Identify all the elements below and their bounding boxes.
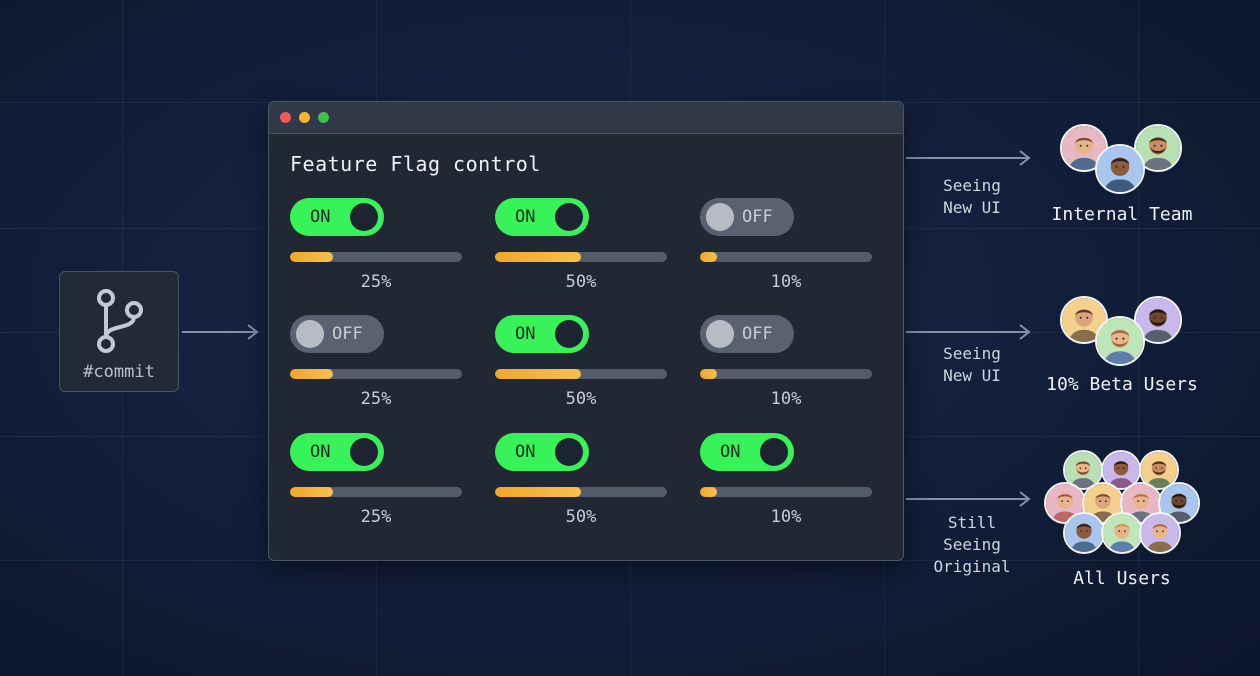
user-avatar [1044, 482, 1086, 524]
rollout-progress-fill [700, 252, 718, 262]
toggle-label: ON [515, 442, 536, 462]
internal-arrow-icon [906, 150, 1031, 166]
flag-cell: OFF 10% [700, 315, 872, 415]
status-line: Original [933, 557, 1011, 576]
toggle-knob [706, 203, 734, 231]
toggle-knob [555, 438, 583, 466]
rollout-progress-fill [290, 369, 333, 379]
group-beta-users: 10% Beta Users [1046, 374, 1198, 395]
user-avatar [1139, 512, 1181, 554]
rollout-percent: 25% [360, 272, 392, 292]
user-avatar [1095, 144, 1145, 194]
feature-flag-window: Feature Flag control ON 25% ON 50% OFF 10% OFF… [268, 101, 904, 561]
status-line: Seeing [943, 344, 1001, 363]
user-avatar [1063, 512, 1105, 554]
flag-toggle[interactable]: ON [495, 433, 589, 471]
status-line: New UI [943, 366, 1001, 385]
rollout-progress-fill [700, 487, 718, 497]
toggle-label: OFF [742, 324, 773, 344]
rollout-percent: 10% [770, 507, 802, 527]
toggle-label: ON [310, 207, 331, 227]
rollout-percent: 10% [770, 389, 802, 409]
rollout-progress-bar [290, 252, 462, 262]
flag-cell: ON 50% [495, 433, 667, 533]
rollout-progress-fill [495, 252, 581, 262]
rollout-progress-fill [495, 369, 581, 379]
status-internal: Seeing New UI [917, 175, 1027, 219]
flag-cell: OFF 25% [290, 315, 462, 415]
beta-arrow-icon [906, 324, 1031, 340]
window-titlebar [269, 102, 903, 134]
flag-toggle[interactable]: OFF [700, 315, 794, 353]
toggle-label: ON [720, 442, 741, 462]
rollout-progress-bar [700, 252, 872, 262]
rollout-percent: 25% [360, 507, 392, 527]
rollout-percent: 25% [360, 389, 392, 409]
toggle-label: OFF [332, 324, 363, 344]
status-all-users: Still Seeing Original [917, 512, 1027, 578]
rollout-progress-fill [290, 487, 333, 497]
maximize-window-button[interactable] [318, 112, 329, 123]
user-avatar [1095, 316, 1145, 366]
flag-toggle[interactable]: ON [495, 198, 589, 236]
flag-toggle[interactable]: OFF [700, 198, 794, 236]
status-line: Still Seeing [943, 513, 1001, 554]
status-line: New UI [943, 198, 1001, 217]
flag-toggle[interactable]: OFF [290, 315, 384, 353]
status-line: Seeing [943, 176, 1001, 195]
flag-cell: ON 25% [290, 198, 462, 298]
toggle-knob [350, 438, 378, 466]
rollout-progress-fill [290, 252, 333, 262]
flag-toggle[interactable]: ON [700, 433, 794, 471]
user-avatar [1101, 512, 1143, 554]
toggle-label: ON [515, 207, 536, 227]
rollout-progress-bar [700, 487, 872, 497]
commit-node[interactable]: #commit [59, 271, 179, 392]
rollout-percent: 50% [565, 272, 597, 292]
toggle-label: ON [310, 442, 331, 462]
toggle-knob [555, 203, 583, 231]
close-window-button[interactable] [280, 112, 291, 123]
user-avatar [1060, 124, 1108, 172]
commit-label: #commit [83, 362, 155, 382]
rollout-percent: 50% [565, 507, 597, 527]
git-branch-icon [97, 289, 143, 353]
group-internal-team: Internal Team [1051, 204, 1193, 225]
flag-cell: ON 50% [495, 198, 667, 298]
rollout-progress-bar [495, 487, 667, 497]
rollout-progress-fill [495, 487, 581, 497]
rollout-progress-bar [495, 369, 667, 379]
rollout-progress-bar [290, 369, 462, 379]
flag-cell: OFF 10% [700, 198, 872, 298]
flag-toggle[interactable]: ON [290, 198, 384, 236]
commit-arrow-icon [182, 324, 259, 340]
all-users-arrow-icon [906, 491, 1031, 507]
rollout-progress-fill [700, 369, 718, 379]
toggle-knob [706, 320, 734, 348]
toggle-label: ON [515, 324, 536, 344]
toggle-knob [296, 320, 324, 348]
rollout-progress-bar [700, 369, 872, 379]
flag-toggle[interactable]: ON [290, 433, 384, 471]
toggle-knob [555, 320, 583, 348]
minimize-window-button[interactable] [299, 112, 310, 123]
toggle-knob [760, 438, 788, 466]
group-all-users: All Users [1073, 568, 1171, 589]
panel-title: Feature Flag control [290, 152, 541, 176]
flag-toggle[interactable]: ON [495, 315, 589, 353]
status-beta: Seeing New UI [917, 343, 1027, 387]
flag-cell: ON 50% [495, 315, 667, 415]
user-avatar [1158, 482, 1200, 524]
rollout-percent: 50% [565, 389, 597, 409]
flag-cell: ON 25% [290, 433, 462, 533]
flag-cell: ON 10% [700, 433, 872, 533]
rollout-percent: 10% [770, 272, 802, 292]
user-avatar [1139, 450, 1179, 490]
toggle-knob [350, 203, 378, 231]
toggle-label: OFF [742, 207, 773, 227]
rollout-progress-bar [290, 487, 462, 497]
rollout-progress-bar [495, 252, 667, 262]
